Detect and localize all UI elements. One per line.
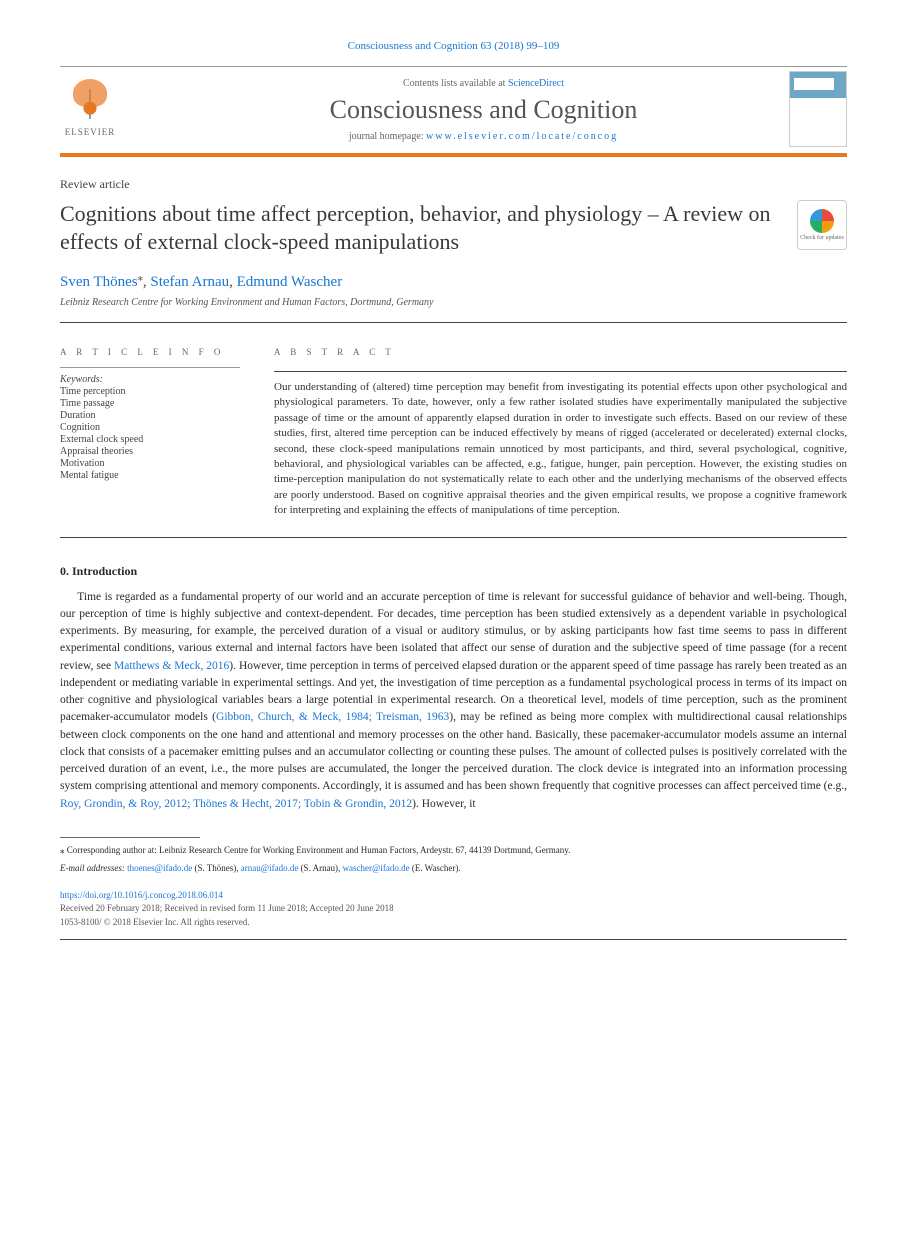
divider — [60, 322, 847, 323]
keyword: Time perception — [60, 386, 240, 397]
intro-paragraph: Time is regarded as a fundamental proper… — [60, 589, 847, 813]
keyword: Duration — [60, 410, 240, 421]
check-updates-badge[interactable]: Check for updates — [797, 200, 847, 250]
crossmark-icon — [810, 209, 834, 233]
email-name: (S. Thönes), — [194, 863, 238, 873]
info-abstract-row: A R T I C L E I N F O Keywords: Time per… — [60, 337, 847, 519]
elsevier-tree-icon — [69, 83, 111, 125]
homepage-url[interactable]: www.elsevier.com/locate/concog — [426, 131, 618, 142]
intro-text: ), may be refined as being more complex … — [60, 711, 847, 792]
section-heading-intro: 0. Introduction — [60, 564, 847, 579]
title-row: Cognitions about time affect perception,… — [60, 200, 847, 255]
keyword: Appraisal theories — [60, 446, 240, 457]
keyword: Time passage — [60, 398, 240, 409]
ref-link[interactable]: Gibbon, Church, & Meck, 1984; Treisman, … — [216, 711, 449, 723]
ref-link[interactable]: Matthews & Meck, 2016 — [114, 660, 229, 672]
article-type: Review article — [60, 177, 847, 192]
abstract-column: A B S T R A C T Our understanding of (al… — [274, 347, 847, 519]
header-center: Contents lists available at ScienceDirec… — [120, 78, 847, 142]
keyword: Mental fatigue — [60, 470, 240, 481]
footer-block: https://doi.org/10.1016/j.concog.2018.06… — [60, 889, 847, 930]
keyword: External clock speed — [60, 434, 240, 445]
email-line: E-mail addresses: thoenes@ifado.de (S. T… — [60, 862, 847, 875]
corr-mark: ⁎ — [138, 272, 143, 283]
running-head: Consciousness and Cognition 63 (2018) 99… — [60, 40, 847, 52]
divider — [60, 537, 847, 538]
email-link[interactable]: wascher@ifado.de — [343, 863, 410, 873]
elsevier-label: ELSEVIER — [65, 127, 116, 137]
ref-link[interactable]: Roy, Grondin, & Roy, 2012; Thönes & Hech… — [60, 798, 412, 810]
check-updates-label: Check for updates — [800, 235, 844, 241]
keyword: Cognition — [60, 422, 240, 433]
abstract-rule — [274, 371, 847, 372]
contents-available: Contents lists available at ScienceDirec… — [120, 78, 847, 89]
email-link[interactable]: thoenes@ifado.de — [127, 863, 192, 873]
journal-cover-thumb — [789, 71, 847, 147]
author-2[interactable]: Stefan Arnau — [150, 274, 229, 290]
article-info-heading: A R T I C L E I N F O — [60, 347, 240, 357]
elsevier-logo: ELSEVIER — [60, 75, 120, 145]
email-link[interactable]: arnau@ifado.de — [241, 863, 299, 873]
homepage-label: journal homepage: — [349, 131, 424, 142]
email-name: (S. Arnau), — [301, 863, 341, 873]
corresponding-author-note: ⁎ Corresponding author at: Leibniz Resea… — [60, 844, 847, 857]
journal-title: Consciousness and Cognition — [120, 95, 847, 125]
affiliation: Leibniz Research Centre for Working Envi… — [60, 297, 847, 308]
author-3[interactable]: Edmund Wascher — [237, 274, 343, 290]
email-name: (E. Wascher). — [412, 863, 461, 873]
received-dates: Received 20 February 2018; Received in r… — [60, 903, 394, 913]
copyright-line: 1053-8100/ © 2018 Elsevier Inc. All righ… — [60, 917, 250, 927]
final-rule — [60, 939, 847, 940]
sciencedirect-link[interactable]: ScienceDirect — [508, 78, 564, 89]
footnote-rule — [60, 837, 200, 838]
keywords-list: Time perception Time passage Duration Co… — [60, 386, 240, 481]
article-title: Cognitions about time affect perception,… — [60, 200, 777, 255]
abstract-text: Our understanding of (altered) time perc… — [274, 380, 847, 519]
abstract-heading: A B S T R A C T — [274, 347, 847, 357]
journal-homepage: journal homepage: www.elsevier.com/locat… — [120, 131, 847, 142]
doi-link[interactable]: https://doi.org/10.1016/j.concog.2018.06… — [60, 890, 223, 900]
intro-text: ). However, it — [412, 798, 475, 810]
contents-text: Contents lists available at — [403, 78, 505, 89]
article-info-column: A R T I C L E I N F O Keywords: Time per… — [60, 347, 240, 519]
email-label: E-mail addresses: — [60, 863, 125, 873]
keywords-label: Keywords: — [60, 367, 240, 385]
author-1[interactable]: Sven Thönes — [60, 274, 138, 290]
journal-header-bar: ELSEVIER Contents lists available at Sci… — [60, 66, 847, 157]
authors-line: Sven Thönes⁎, Stefan Arnau, Edmund Wasch… — [60, 271, 847, 291]
keyword: Motivation — [60, 458, 240, 469]
citation-link[interactable]: Consciousness and Cognition 63 (2018) 99… — [348, 40, 560, 52]
